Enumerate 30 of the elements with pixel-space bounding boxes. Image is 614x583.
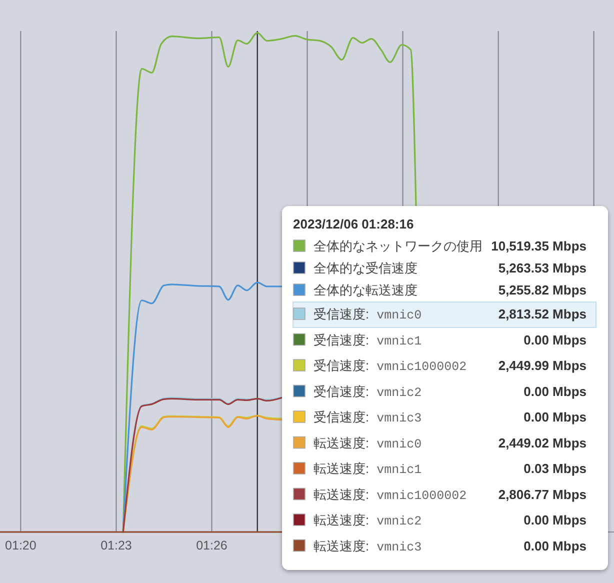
text: 0.00 Mbps xyxy=(524,538,586,554)
legend-label: 転送速度: vmnic1 xyxy=(314,461,422,478)
annotation: 0.03 Mbps xyxy=(524,461,586,476)
annotation: 5,263.53 Mbps xyxy=(498,260,586,276)
annotation: 0.00 Mbps xyxy=(524,332,586,348)
legend-label: 受信速度: vmnic3 xyxy=(314,410,422,426)
legend-label: 転送速度: vmnic0 xyxy=(314,435,422,452)
annotation: 2,813.52 Mbps xyxy=(498,306,586,322)
annotation: 2,449.99 Mbps xyxy=(498,358,586,374)
legend-label: 転送速度: vmnic2 xyxy=(314,512,422,529)
annotation: 0.00 Mbps xyxy=(524,512,586,528)
x-tick-label: 01:26 xyxy=(196,538,228,552)
legend-label: 全体的な転送速度 xyxy=(314,282,418,298)
annotation: 0.00 Mbps xyxy=(524,410,586,425)
legend-label: 転送速度: vmnic3 xyxy=(314,538,422,554)
legend-label: 受信速度: vmnic1000002 xyxy=(314,358,467,374)
x-tick-label: 01:20 xyxy=(5,538,36,552)
annotation: 2,449.02 Mbps xyxy=(498,435,586,450)
legend-label: 受信速度: vmnic1 xyxy=(314,332,422,348)
legend-label: 全体的なネットワークの使用 xyxy=(314,238,482,254)
annotation: 10,519.35 Mbps xyxy=(491,238,586,254)
annotation: 5,255.82 Mbps xyxy=(498,282,586,298)
legend-label: 全体的な受信速度 xyxy=(314,260,418,276)
annotation: 0.00 Mbps xyxy=(524,384,586,399)
legend-label: 受信速度: vmnic2 xyxy=(314,384,422,400)
x-tick-label: 01:23 xyxy=(100,538,132,552)
legend-title: 2023/12/06 01:28:16 xyxy=(293,216,414,232)
annotation: 2,806.77 Mbps xyxy=(498,486,586,502)
legend-label: 転送速度: vmnic1000002 xyxy=(314,486,467,503)
legend-label: 受信速度: vmnic0 xyxy=(314,306,422,323)
